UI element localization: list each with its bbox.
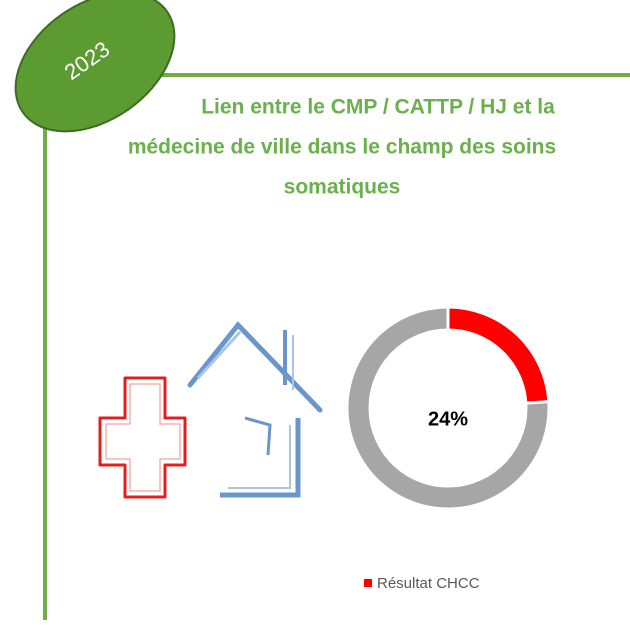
title-line: somatiques bbox=[284, 176, 401, 199]
legend-label: Résultat CHCC bbox=[377, 575, 480, 592]
center-label: 24% bbox=[428, 408, 468, 430]
donut-segment bbox=[345, 305, 551, 511]
health-icon bbox=[98, 321, 323, 499]
title-line: médecine de ville dans le champ des soin… bbox=[128, 136, 556, 159]
donut-segment bbox=[446, 305, 551, 405]
legend-swatch bbox=[364, 579, 372, 587]
year-badge bbox=[14, 0, 176, 133]
title-line: Lien entre le CMP / CATTP / HJ et la bbox=[201, 96, 555, 119]
